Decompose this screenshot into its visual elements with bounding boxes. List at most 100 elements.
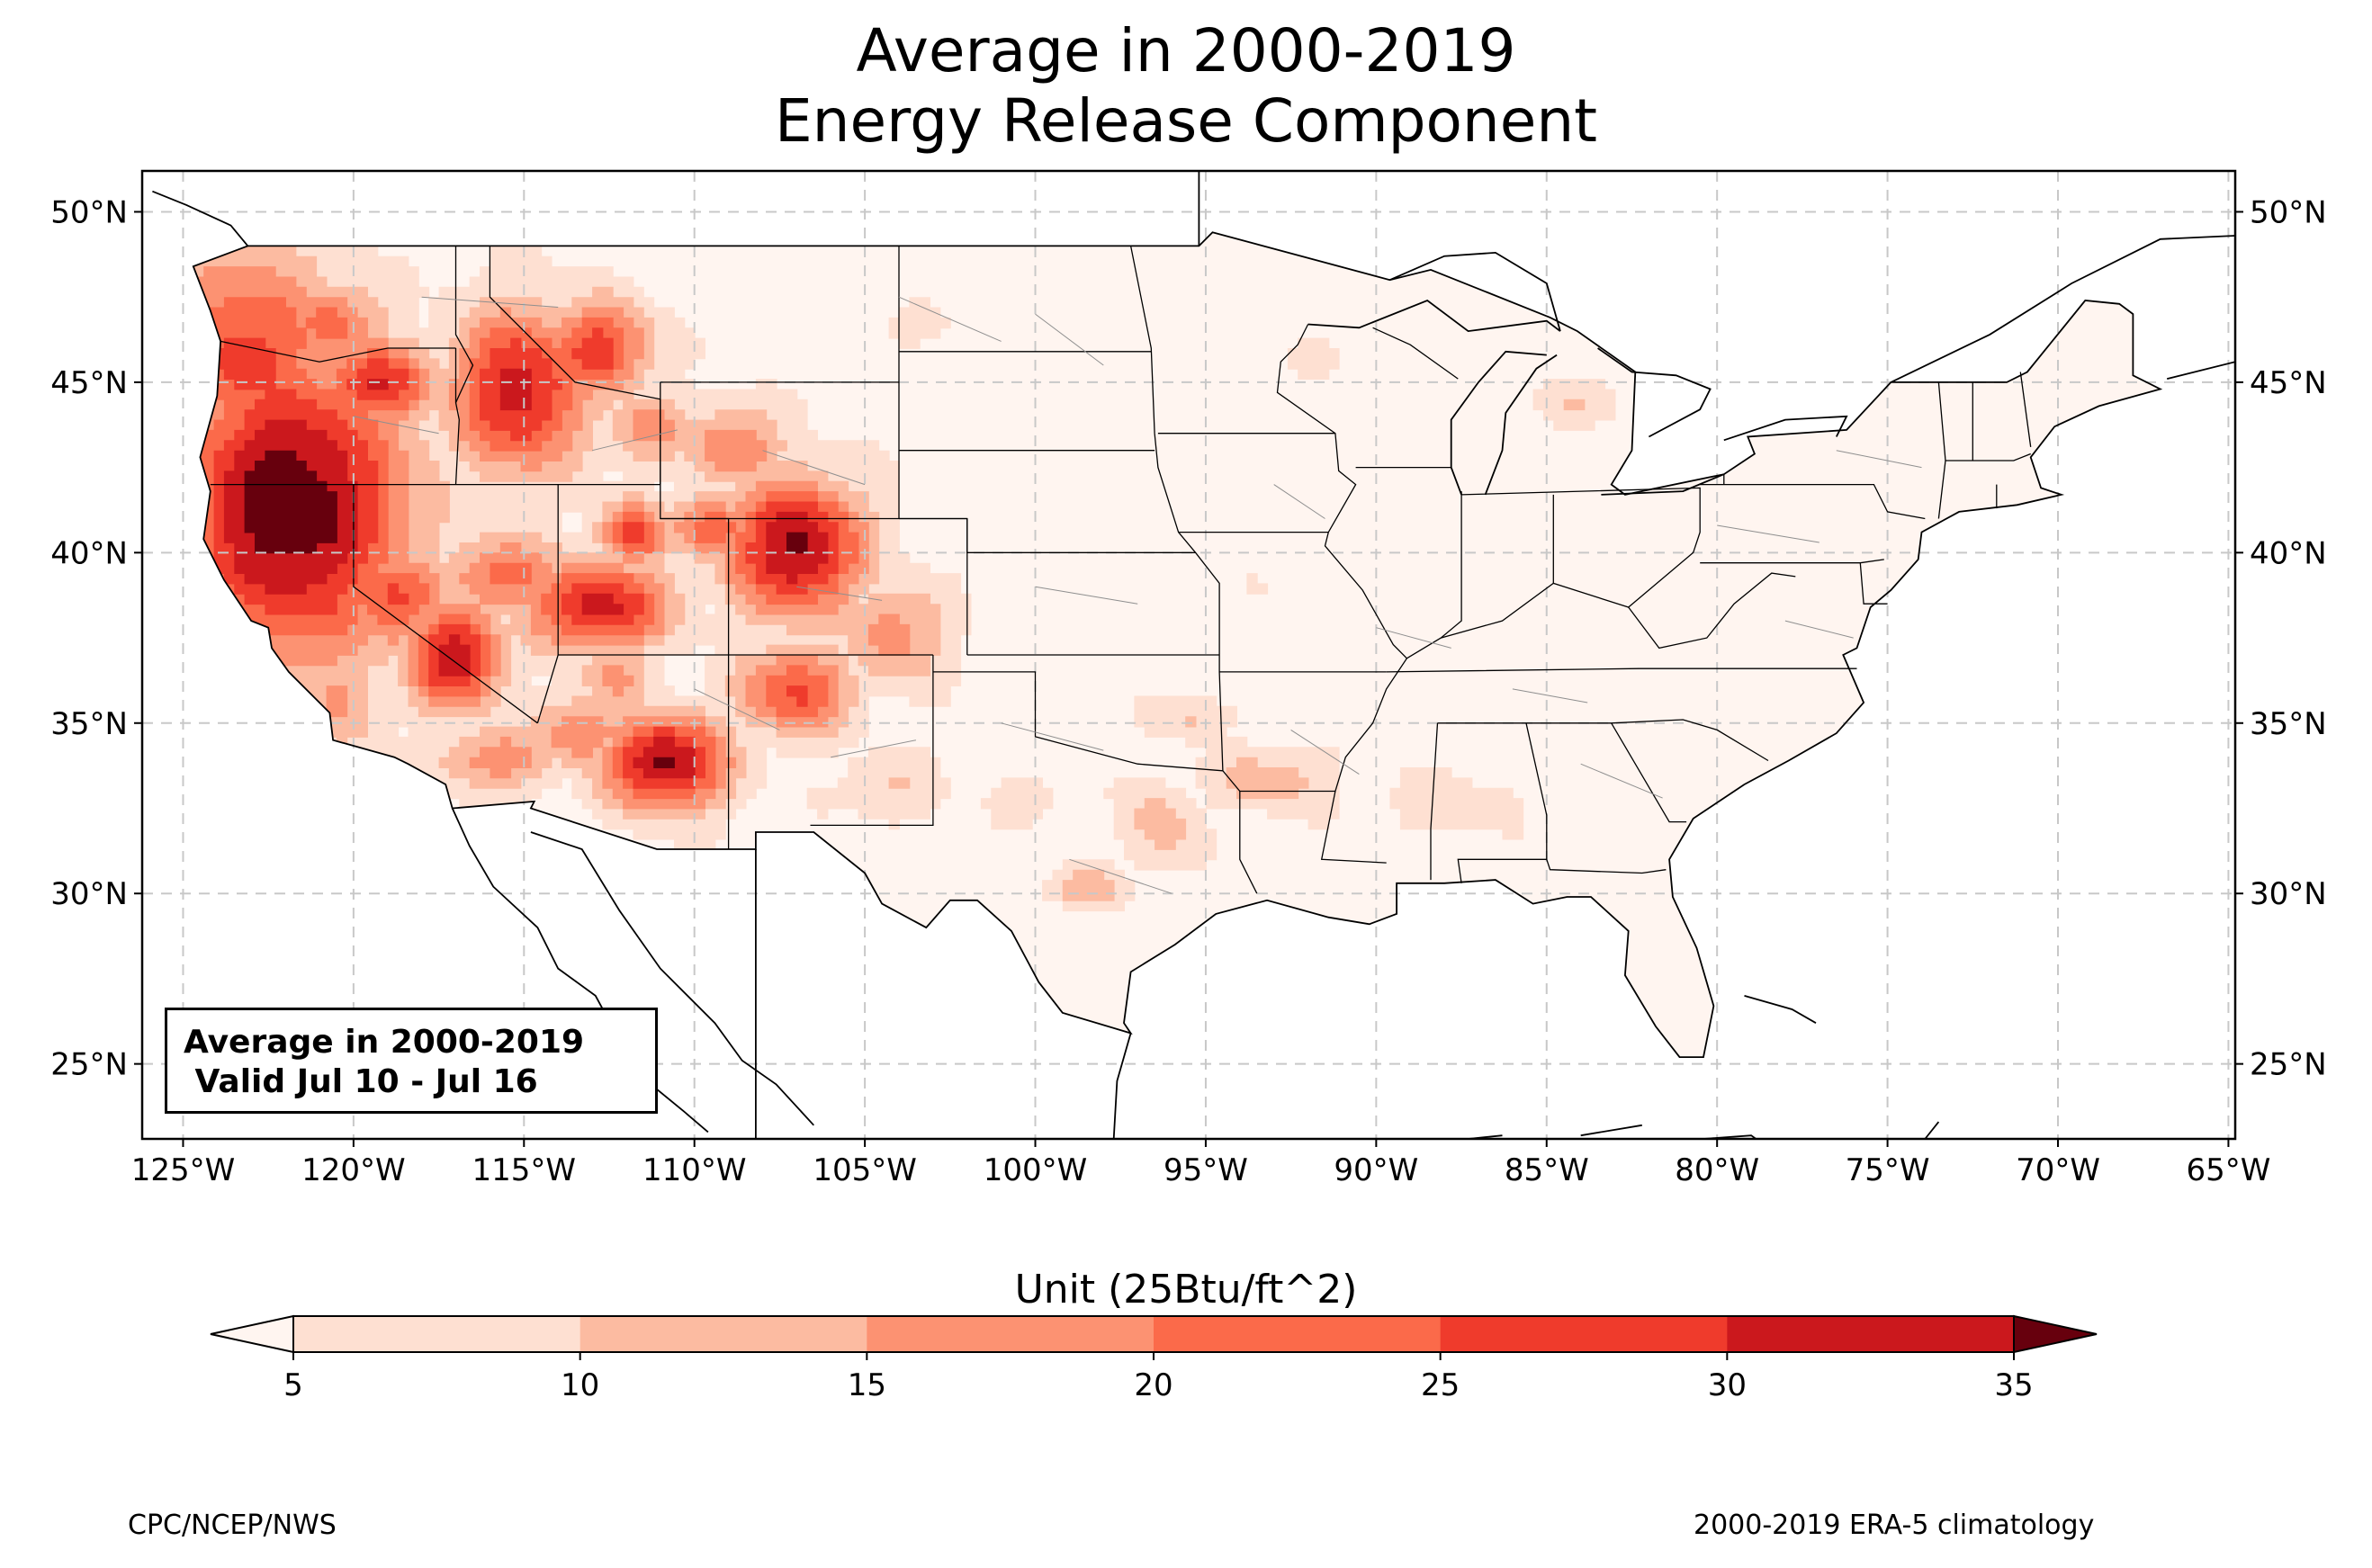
colorbar-tick-label-5: 30 [1708,1367,1747,1403]
colorbar-segment-0 [293,1316,581,1352]
state-border-18 [932,671,1223,772]
state-border-46 [1859,562,1888,605]
county-line-16 [1836,450,1922,469]
county-line-14 [1717,524,1819,543]
coastline-19 [1924,1121,1940,1139]
lon-tick-label-1: 120°W [301,1152,406,1188]
coastline-15 [1703,1134,1757,1139]
state-border-28 [1406,491,1462,659]
lat-tick-label-left-1: 30°N [50,876,128,912]
coastline-14 [1112,1033,1132,1139]
state-border-3 [454,348,460,485]
lon-tick-label-5: 100°W [984,1152,1088,1188]
colorbar-tick-label-1: 10 [561,1367,599,1403]
lat-tick-label-right-4: 45°N [2250,365,2327,401]
county-line-11 [1376,627,1451,649]
coastline-16 [1744,995,1817,1024]
title-line-1: Average in 2000-2019 [856,16,1516,85]
coastline-12 [530,831,814,1126]
title-line-2: Energy Release Component [774,86,1598,156]
colorbar-tick-label-3: 20 [1134,1367,1173,1403]
state-border-42 [1945,452,2031,461]
validity-line-2: Valid Jul 10 - Jul 16 [184,1063,538,1100]
county-line-17 [1035,313,1104,366]
lon-tick-label-11: 70°W [2016,1152,2100,1188]
lon-tick-label-7: 90°W [1334,1152,1418,1188]
us-coastline [192,231,2163,1058]
state-border-31 [1386,668,1857,673]
lon-tick-label-12: 65°W [2186,1152,2270,1188]
colorbar-under-arrow [210,1314,294,1354]
lon-tick-label-0: 125°W [131,1152,236,1188]
lat-tick-label-right-2: 35°N [2250,706,2327,742]
field-band-6 [244,450,808,768]
lat-tick-label-right-1: 30°N [2250,876,2327,912]
colorbar-tick-label-0: 5 [283,1367,303,1403]
lat-tick-label-right-5: 50°N [2250,194,2327,230]
county-line-2 [591,429,678,452]
chart-title: Average in 2000-2019 Energy Release Comp… [0,16,2372,157]
county-line-0 [421,296,559,308]
colorbar: 5 10 15 20 25 30 35 [210,1314,2098,1403]
state-border-5 [454,246,474,403]
field-band-3 [193,297,859,800]
credit-right: 2000-2019 ERA-5 climatology [1694,1510,2095,1541]
lon-tick-label-3: 110°W [642,1152,747,1188]
field-band-1 [193,236,1586,901]
lat-tick-label-right-0: 25°N [2250,1047,2327,1083]
county-line-4 [796,586,883,601]
state-borders [210,246,2032,894]
lon-tick-label-4: 105°W [813,1152,917,1188]
lon-tick-label-6: 95°W [1164,1152,1248,1188]
county-line-3 [762,450,866,486]
state-border-8 [660,517,730,655]
state-border-4 [220,340,456,363]
field-band-0 [193,232,1616,912]
state-border-33 [1430,722,1439,881]
lon-tick-label-9: 80°W [1675,1152,1759,1188]
state-border-1 [353,484,538,724]
state-border-27 [1372,327,1459,380]
colorbar-segment-5 [1727,1316,2015,1352]
axis-ticks: 125°W 120°W 115°W 110°W 105°W 100°W 95°W 90°W 85… [50,194,2326,1188]
county-line-10 [1273,484,1325,519]
county-line-1 [353,416,439,435]
colorbar-segment-1 [580,1316,867,1352]
colorbar-tick-label-4: 25 [1421,1367,1460,1403]
coastline-18 [1580,1124,1642,1137]
county-line-15 [1784,620,1854,639]
validity-line-1: Average in 2000-2019 [184,1024,585,1061]
lat-tick-label-right-3: 40°N [2250,535,2327,571]
lat-tick-label-left-0: 25°N [50,1047,128,1083]
validity-label-box: Average in 2000-2019 Valid Jul 10 - Jul … [165,1008,658,1114]
county-line-13 [1580,763,1663,799]
lon-tick-label-10: 75°W [1846,1152,1930,1188]
lon-tick-label-2: 115°W [472,1152,577,1188]
colorbar-tick-label-6: 35 [1994,1367,2033,1403]
lon-tick-label-8: 85°W [1505,1152,1589,1188]
coastline-9 [1891,235,2235,383]
state-border-16 [899,517,1196,553]
coastline-8 [1723,415,1848,442]
county-line-7 [1035,586,1138,605]
gridlines [142,171,2235,1139]
county-line-12 [1512,688,1588,703]
county-line-19 [898,296,1002,342]
coastline-3 [1307,299,1561,333]
state-border-45 [2019,372,2032,447]
county-line-5 [694,688,780,730]
colorbar-over-arrow [2013,1314,2098,1354]
coastline-2 [1389,251,1561,332]
state-border-37 [1628,572,1796,650]
coastline-0 [152,190,249,246]
colorbar-segment-3 [1154,1316,1442,1352]
state-border-17 [810,655,934,827]
county-line-8 [1001,722,1104,751]
state-border-30 [1441,487,1701,639]
county-line-9 [1069,858,1173,894]
coastline-4 [1450,350,1547,496]
lat-tick-label-left-4: 45°N [50,365,128,401]
state-border-32 [1437,719,1769,762]
state-border-35 [1546,859,1667,874]
